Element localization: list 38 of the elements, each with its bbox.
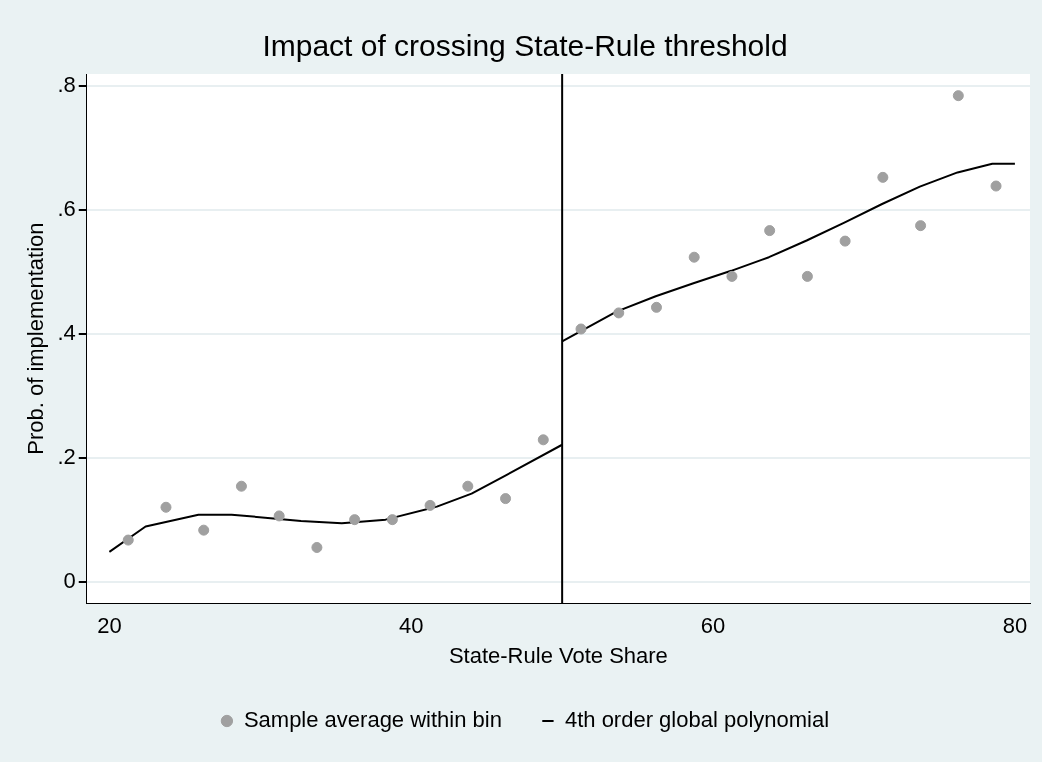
point [160, 501, 172, 513]
point [424, 499, 436, 511]
y-tick-label: .4 [57, 320, 76, 346]
y-tick-label: .6 [57, 196, 76, 222]
point [613, 307, 625, 319]
chart-title: Impact of crossing State-Rule threshold [262, 29, 788, 63]
point [839, 235, 851, 247]
point [122, 534, 134, 546]
point [537, 434, 549, 446]
point [877, 171, 889, 183]
x-tick-label: 60 [700, 613, 726, 639]
y-tick-label: 0 [63, 567, 76, 593]
y-tick-label: .2 [57, 443, 76, 469]
legend-label: 4th order global polynomial [564, 707, 830, 733]
x-tick-label: 20 [97, 613, 122, 639]
x-tick-label: 40 [398, 613, 424, 639]
y-axis-title: Prob. of implementation [23, 222, 49, 455]
point [349, 514, 361, 526]
point [688, 251, 700, 263]
point [990, 180, 1002, 192]
point [764, 225, 776, 237]
point [801, 270, 813, 282]
point [575, 323, 587, 335]
point [235, 480, 247, 492]
point [386, 514, 398, 526]
point [915, 220, 927, 232]
point [726, 270, 738, 282]
point [462, 480, 474, 492]
point [311, 542, 323, 553]
point [273, 510, 285, 522]
point [198, 524, 210, 536]
x-tick-label: 80 [1002, 613, 1028, 639]
point [650, 301, 662, 313]
legend-label: Sample average within bin [243, 707, 502, 733]
y-tick-label: .8 [57, 72, 76, 98]
point [500, 493, 512, 505]
point [952, 90, 964, 102]
x-axis-title: State-Rule Vote Share [448, 642, 668, 668]
